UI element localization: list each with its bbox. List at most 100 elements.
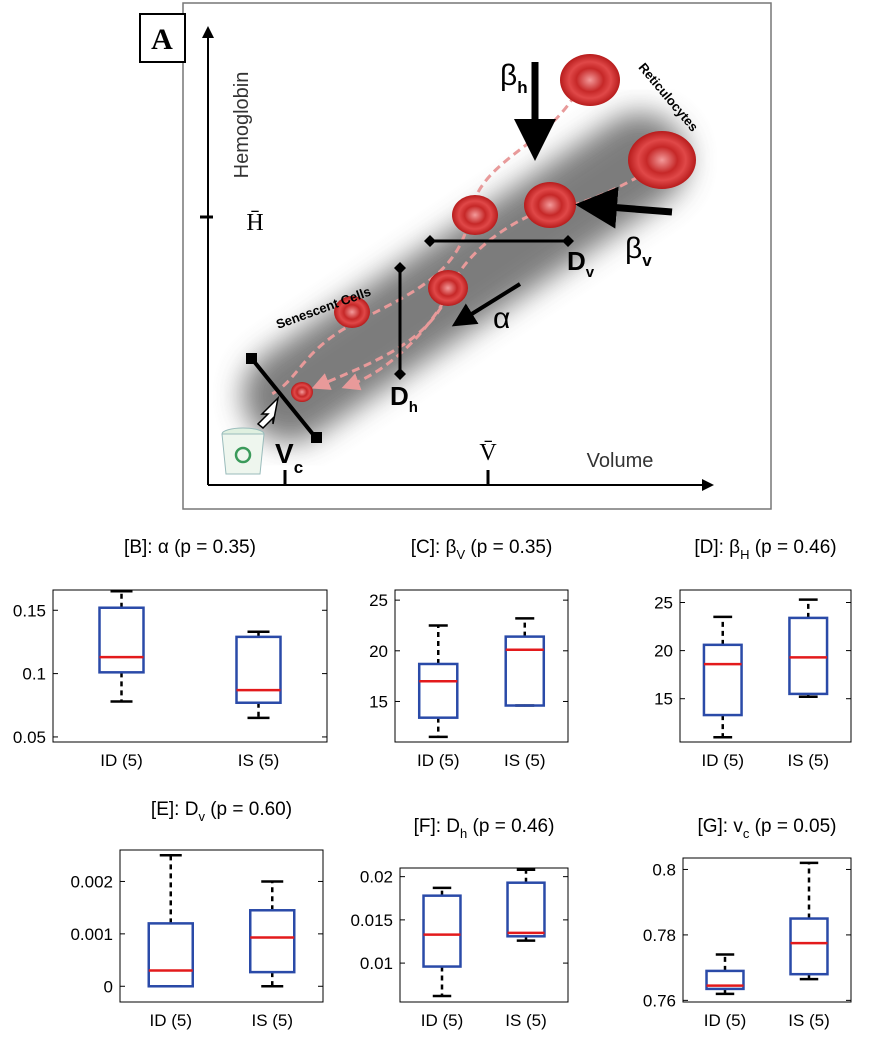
title-part: (p = 0.05): [749, 816, 836, 837]
title-part: [F]: D: [414, 816, 460, 837]
x-axis-label: Volume: [587, 450, 654, 472]
y-tick-label: 0.1: [22, 665, 46, 684]
x-tick-label: ID (5): [100, 751, 143, 770]
subscript: h: [517, 78, 527, 97]
chart-title: [F]: Dh (p = 0.46): [414, 816, 555, 841]
box: [422, 886, 462, 998]
h-mean-label: H̄: [246, 210, 263, 236]
chart: [G]: vc (p = 0.05) 0.76 0.78 0.8 ID (5) IS (5…: [643, 816, 852, 1030]
chart: [F]: Dh (p = 0.46) 0.01 0.015 0.02 ID (5) IS …: [350, 816, 569, 1030]
box: [789, 861, 829, 981]
box-body: [235, 635, 282, 704]
trash-body: [221, 433, 265, 475]
box: [702, 615, 743, 739]
x-tick-label: IS (5): [788, 1011, 830, 1030]
chart-title: [C]: βV (p = 0.35): [411, 537, 553, 562]
discard-arrow: [256, 395, 280, 430]
y-tick-label: 20: [369, 642, 388, 661]
title-part: [B]: α (p = 0.35): [124, 537, 256, 558]
vc-label: Vc: [275, 438, 303, 477]
x-tick-label: IS (5): [505, 1011, 547, 1030]
title-part: h: [460, 826, 467, 841]
y-tick-label: 25: [369, 591, 388, 610]
title-part: (p = 0.35): [465, 537, 552, 558]
recycle-symbol: [234, 446, 252, 464]
box-body: [422, 894, 462, 968]
box: [417, 624, 459, 739]
symbol: β: [500, 59, 517, 92]
cells: [291, 54, 696, 402]
title-part: [E]: D: [151, 799, 199, 820]
y-tick-label: 0.001: [70, 925, 113, 944]
y-tick-label: 0.05: [13, 728, 46, 747]
dv-label: Dv: [567, 246, 595, 281]
alpha-arrow: [451, 282, 522, 327]
beta-v-label: βv: [625, 232, 652, 270]
box: [506, 868, 546, 942]
cell: [628, 131, 696, 189]
y-tick-label: 15: [654, 690, 673, 709]
chart: [B]: α (p = 0.35) 0.05 0.1 0.15 ID (5) IS (5): [13, 537, 328, 770]
y-tick-label: 20: [654, 642, 673, 661]
dh-label: Dh: [390, 381, 418, 416]
subscript: h: [409, 399, 418, 416]
box-body: [702, 643, 743, 717]
y-tick-label: 0.78: [643, 926, 676, 945]
symbol: D: [390, 381, 409, 411]
title-part: H: [740, 547, 749, 562]
panel-label: A: [151, 23, 173, 56]
y-tick-label: 15: [369, 692, 388, 711]
subscript: v: [642, 251, 652, 270]
title-part: (p = 0.60): [205, 799, 292, 820]
title-part: [D]: β: [694, 537, 740, 558]
symbol: D: [567, 246, 586, 276]
plot-area: [679, 589, 852, 743]
box-body: [417, 662, 459, 719]
cell: [452, 195, 498, 235]
box: [98, 590, 145, 703]
y-tick-label: 0.02: [360, 868, 393, 887]
box: [788, 598, 829, 699]
panel-a: A Hemoglobin H̄ Volume V̄ Reticulocytes …: [139, 2, 772, 510]
beta-v-arrow: [575, 186, 673, 229]
title-part: [G]: v: [697, 816, 743, 837]
cell: [524, 182, 576, 228]
v-mean-label: V̄: [479, 440, 497, 466]
y-tick-label: 0.002: [70, 872, 113, 891]
y-axis-label: Hemoglobin: [231, 72, 253, 179]
x-tick-label: IS (5): [238, 751, 280, 770]
title-part: [C]: β: [411, 537, 457, 558]
chart: [E]: Dv (p = 0.60) 0 0.001 0.002 ID (5) IS (5…: [70, 799, 324, 1030]
title-part: V: [456, 547, 465, 562]
vc-end: [311, 432, 322, 443]
vc-end: [246, 353, 257, 364]
box-body: [249, 909, 296, 974]
plot-area: [52, 589, 328, 743]
y-tick-label: 0.76: [643, 991, 676, 1010]
title-part: c: [743, 826, 750, 841]
x-tick-label: ID (5): [150, 1011, 193, 1030]
plot-area: [682, 857, 852, 1003]
box: [249, 880, 296, 988]
box-body: [705, 969, 745, 991]
title-part: (p = 0.46): [467, 816, 554, 837]
symbol: V: [275, 438, 294, 469]
x-tick-label: ID (5): [421, 1011, 464, 1030]
subscript: v: [586, 264, 595, 281]
alpha-label: α: [493, 302, 510, 335]
box: [235, 630, 282, 720]
chart: [D]: βH (p = 0.46) 15 20 25 ID (5) IS (5): [654, 537, 852, 770]
chart-title: [D]: βH (p = 0.46): [694, 537, 836, 562]
box-plots: [B]: α (p = 0.35) 0.05 0.1 0.15 ID (5) IS (5)…: [13, 537, 852, 1030]
x-tick-label: ID (5): [702, 751, 745, 770]
cell: [291, 382, 313, 402]
box: [147, 853, 194, 988]
box-body: [147, 922, 194, 988]
y-tick-label: 0.8: [652, 860, 676, 879]
box: [504, 617, 546, 707]
x-tick-label: IS (5): [251, 1011, 293, 1030]
y-tick-label: 0.15: [13, 601, 46, 620]
box-body: [788, 616, 829, 696]
vc-bar: [250, 357, 318, 440]
